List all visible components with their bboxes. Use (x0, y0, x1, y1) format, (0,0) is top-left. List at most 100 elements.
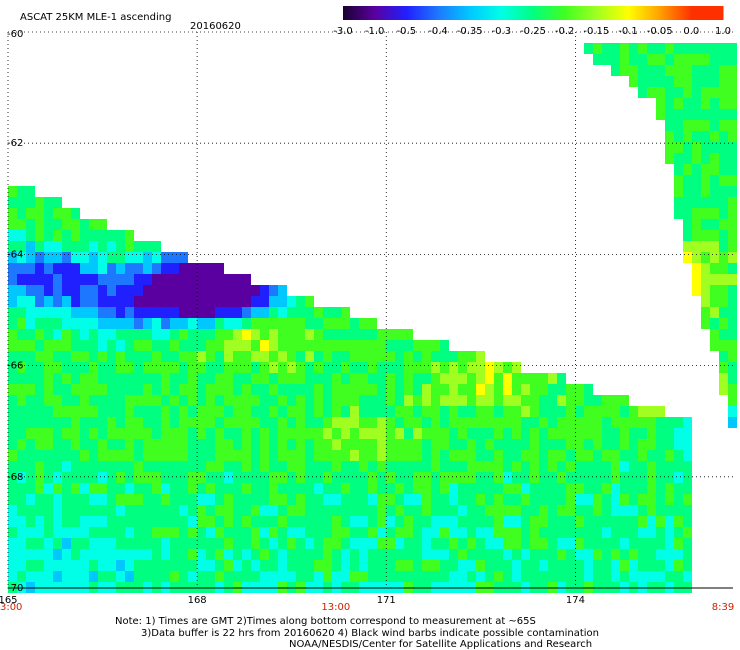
colorbar-label: -0.1 (618, 26, 638, 37)
data-cell (161, 560, 170, 571)
data-cell (728, 362, 737, 373)
data-cell (656, 527, 665, 538)
data-cell (134, 538, 143, 549)
data-cell (665, 549, 674, 560)
data-cell (269, 483, 278, 494)
data-cell (467, 461, 476, 472)
data-cell (26, 505, 35, 516)
data-cell (170, 505, 179, 516)
data-cell (62, 538, 71, 549)
data-cell (611, 483, 620, 494)
data-cell (665, 494, 674, 505)
data-cell (413, 351, 422, 362)
data-cell (476, 527, 485, 538)
data-cell (80, 340, 89, 351)
data-cell (62, 549, 71, 560)
data-cell (233, 538, 242, 549)
data-cell (359, 450, 368, 461)
data-cell (602, 450, 611, 461)
data-cell (8, 483, 17, 494)
data-cell (314, 406, 323, 417)
data-cell (458, 516, 467, 527)
data-cell (179, 560, 188, 571)
data-cell (539, 538, 548, 549)
data-cell (674, 131, 683, 142)
data-cell (332, 483, 341, 494)
data-cell (566, 527, 575, 538)
data-cell (8, 241, 17, 252)
data-cell (359, 406, 368, 417)
data-cell (224, 527, 233, 538)
data-cell (161, 406, 170, 417)
data-cell (512, 538, 521, 549)
data-cell (233, 329, 242, 340)
data-cell (125, 384, 134, 395)
data-cell (647, 417, 656, 428)
data-cell (674, 439, 683, 450)
data-cell (629, 428, 638, 439)
data-cell (161, 494, 170, 505)
data-cell (395, 560, 404, 571)
data-cell (188, 439, 197, 450)
data-cell (665, 120, 674, 131)
data-cell (26, 373, 35, 384)
data-cell (431, 450, 440, 461)
data-cell (134, 362, 143, 373)
data-cell (143, 296, 152, 307)
data-cell (278, 483, 287, 494)
data-cell (665, 87, 674, 98)
data-cell (647, 65, 656, 76)
data-cell (395, 516, 404, 527)
data-cell (395, 395, 404, 406)
data-cell (638, 406, 647, 417)
data-cell (44, 340, 53, 351)
data-cell (98, 219, 107, 230)
data-cell (287, 439, 296, 450)
data-cell (26, 483, 35, 494)
data-cell (188, 428, 197, 439)
data-cell (404, 571, 413, 582)
data-cell (62, 439, 71, 450)
data-cell (125, 483, 134, 494)
data-cell (341, 428, 350, 439)
data-cell (89, 241, 98, 252)
data-cell (260, 560, 269, 571)
data-cell (53, 373, 62, 384)
data-cell (566, 516, 575, 527)
data-cell (629, 516, 638, 527)
data-cell (719, 175, 728, 186)
data-cell (593, 483, 602, 494)
data-cell (683, 571, 692, 582)
data-cell (125, 351, 134, 362)
data-cell (26, 351, 35, 362)
data-cell (17, 472, 26, 483)
data-cell (557, 549, 566, 560)
data-cell (386, 483, 395, 494)
data-cell (476, 439, 485, 450)
data-cell (404, 373, 413, 384)
data-cell (683, 153, 692, 164)
data-cell (629, 461, 638, 472)
data-cell (233, 417, 242, 428)
data-cell (350, 428, 359, 439)
data-cell (512, 516, 521, 527)
data-cell (404, 351, 413, 362)
data-cell (413, 516, 422, 527)
y-tick-label: -60 (7, 29, 23, 40)
data-cell (584, 472, 593, 483)
data-cell (341, 494, 350, 505)
data-cell (422, 549, 431, 560)
data-cell (494, 527, 503, 538)
data-cell (116, 571, 125, 582)
data-cell (242, 406, 251, 417)
data-cell (107, 527, 116, 538)
data-cell (341, 472, 350, 483)
data-cell (143, 406, 152, 417)
data-cell (179, 318, 188, 329)
data-cell (431, 362, 440, 373)
data-cell (260, 340, 269, 351)
data-cell (44, 285, 53, 296)
data-cell (575, 560, 584, 571)
data-cell (71, 417, 80, 428)
data-cell (647, 538, 656, 549)
